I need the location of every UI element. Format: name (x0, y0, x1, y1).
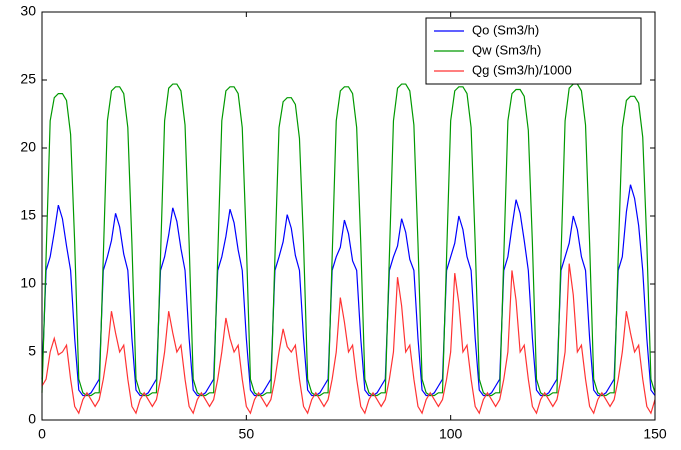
y-tick-label: 10 (20, 275, 36, 291)
x-tick-label: 150 (643, 426, 667, 442)
y-tick-label: 0 (28, 411, 36, 427)
series-line (41, 83, 656, 397)
x-tick-label: 100 (439, 426, 463, 442)
x-tick-label: 0 (38, 426, 46, 442)
y-tick-label: 20 (20, 139, 36, 155)
x-tick-label: 50 (239, 426, 255, 442)
y-tick-label: 15 (20, 207, 36, 223)
legend-label: Qo (Sm3/h) (472, 22, 539, 37)
legend-label: Qg (Sm3/h)/1000 (472, 62, 572, 77)
series-line (41, 263, 656, 415)
y-tick-label: 30 (20, 3, 36, 19)
plot-frame (41, 11, 656, 421)
legend-label: Qw (Sm3/h) (472, 42, 541, 57)
y-tick-label: 5 (28, 343, 36, 359)
y-tick-label: 25 (20, 71, 36, 87)
